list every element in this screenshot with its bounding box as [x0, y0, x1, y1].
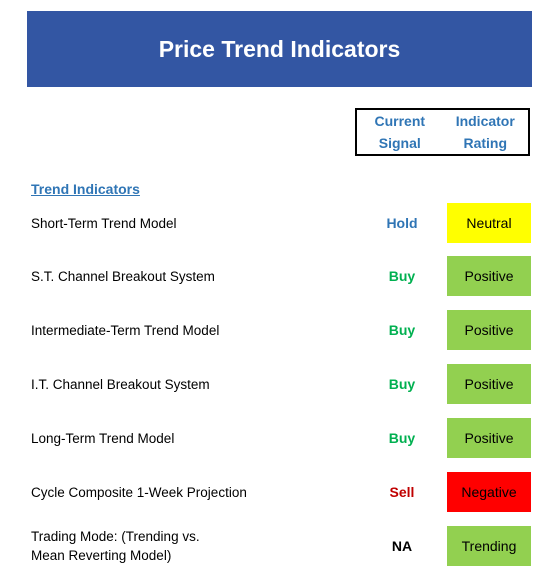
indicator-label: I.T. Channel Breakout System — [31, 364, 210, 404]
indicator-label-line: Long-Term Trend Model — [31, 430, 175, 446]
table-row: Short-Term Trend Model Hold Neutral — [0, 203, 555, 243]
indicator-label-line: Mean Reverting Model) — [31, 548, 172, 563]
indicator-label-line: S.T. Channel Breakout System — [31, 268, 215, 284]
indicator-rating-badge: Positive — [447, 418, 531, 458]
column-header-box: Current Signal Indicator Rating — [355, 108, 530, 156]
header-rating-line-1: Indicator — [455, 113, 515, 129]
indicator-rating-badge: Positive — [447, 364, 531, 404]
table-row: Cycle Composite 1-Week Projection Sell Neg… — [0, 472, 555, 512]
indicator-label: Short-Term Trend Model — [31, 203, 177, 243]
indicator-label: S.T. Channel Breakout System — [31, 256, 215, 296]
indicator-label-line: Cycle Composite 1-Week Projection — [31, 484, 247, 500]
indicator-rating-badge: Trending — [447, 526, 531, 566]
header-rating-line-2: Rating — [463, 135, 508, 151]
table-row: Trading Mode: (Trending vs. Mean Revertin… — [0, 526, 555, 566]
indicator-label-line: Short-Term Trend Model — [31, 215, 177, 231]
header-signal-line-2: Signal — [378, 135, 421, 151]
indicator-label: Trading Mode: (Trending vs. Mean Revertin… — [31, 526, 200, 566]
indicator-label: Intermediate-Term Trend Model — [31, 310, 219, 350]
table-row: Long-Term Trend Model Buy Positive — [0, 418, 555, 458]
indicator-label-line: I.T. Channel Breakout System — [31, 376, 210, 392]
header-indicator-rating: Indicator Rating — [443, 110, 529, 154]
indicator-label-line: Trading Mode: (Trending vs. — [31, 529, 200, 544]
current-signal: Sell — [389, 484, 415, 500]
table-row: Intermediate-Term Trend Model Buy Positive — [0, 310, 555, 350]
current-signal: Hold — [386, 215, 418, 231]
page-title: Price Trend Indicators — [158, 35, 401, 62]
indicator-label: Cycle Composite 1-Week Projection — [31, 472, 247, 512]
current-signal: Buy — [388, 376, 416, 392]
header-current-signal: Current Signal — [357, 110, 443, 154]
table-row: S.T. Channel Breakout System Buy Positive — [0, 256, 555, 296]
section-title-trend-indicators: Trend Indicators — [31, 181, 140, 197]
current-signal: Buy — [388, 322, 416, 338]
current-signal: NA — [391, 538, 413, 554]
indicator-label: Long-Term Trend Model — [31, 418, 174, 458]
current-signal: Buy — [388, 430, 416, 446]
header-signal-line-1: Current — [374, 113, 426, 129]
table-row: I.T. Channel Breakout System Buy Positive — [0, 364, 555, 404]
indicator-rating-badge: Neutral — [447, 203, 531, 243]
page-title-banner: Price Trend Indicators — [27, 11, 532, 87]
indicator-rating-badge: Positive — [447, 256, 531, 296]
indicator-rating-badge: Negative — [447, 472, 531, 512]
indicator-rating-badge: Positive — [447, 310, 531, 350]
current-signal: Buy — [388, 268, 416, 284]
indicator-label-line: Intermediate-Term Trend Model — [31, 322, 220, 338]
